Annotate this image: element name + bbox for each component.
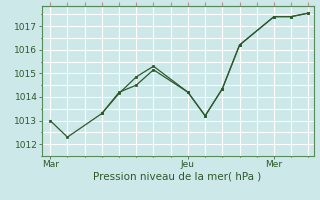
X-axis label: Pression niveau de la mer( hPa ): Pression niveau de la mer( hPa ): [93, 172, 262, 182]
